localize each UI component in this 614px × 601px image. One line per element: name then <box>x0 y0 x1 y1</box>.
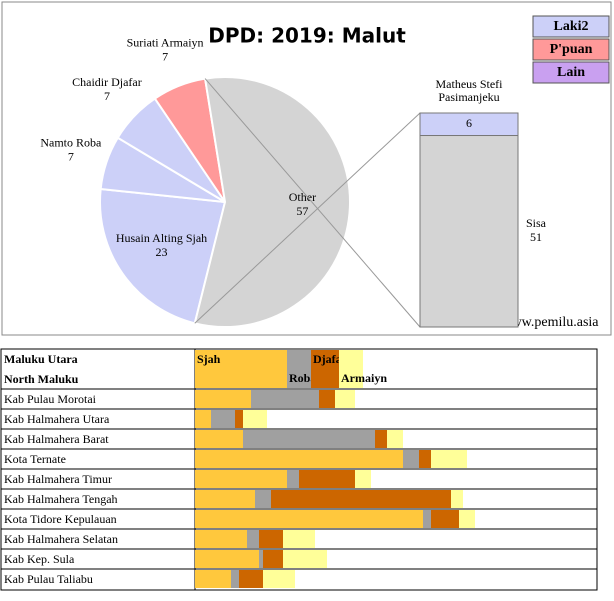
bar-segment <box>375 430 387 448</box>
bar-segment <box>243 430 375 448</box>
row-label: Kab Halmahera Tengah <box>4 492 118 506</box>
slice-label: Suriati Armaiyn <box>127 36 204 50</box>
bar-segment <box>403 450 419 468</box>
bar-segment <box>195 350 287 388</box>
bar-segment <box>259 550 263 568</box>
slice-value: 7 <box>104 89 110 103</box>
row-label: North Maluku <box>4 372 79 386</box>
row-label: Kota Tidore Kepulauan <box>4 512 117 526</box>
slice-value: 7 <box>68 149 74 163</box>
bar-segment <box>195 530 247 548</box>
bar-segment <box>251 390 319 408</box>
slice-value: 57 <box>296 204 308 218</box>
label-line: Pasimanjeku <box>438 90 499 104</box>
bar-segment <box>431 450 467 468</box>
bar-segment <box>235 410 243 428</box>
breakout-label: Matheus Stefi Pasimanjeku <box>436 77 504 104</box>
row-label: Kab Pulau Morotai <box>4 392 97 406</box>
slice-label: Other <box>289 190 316 204</box>
bar-segment <box>283 550 327 568</box>
row-label: Kab Halmahera Selatan <box>4 532 118 546</box>
breakout-value: 51 <box>530 230 542 244</box>
row-label: Maluku Utara <box>4 352 78 366</box>
bar-segment <box>231 570 239 588</box>
bar-segment <box>271 490 451 508</box>
row-label: Kab Pulau Taliabu <box>4 572 93 586</box>
slice-label: Namto Roba <box>40 135 102 149</box>
bar-segment <box>255 490 271 508</box>
legend-swatch <box>532 61 610 84</box>
bar-segment <box>431 510 459 528</box>
series-label: Djafar <box>313 352 348 366</box>
bar-segment <box>287 350 311 388</box>
bar-segment <box>195 490 255 508</box>
bar-segment <box>451 490 463 508</box>
bar-segment <box>211 410 235 428</box>
bar-segment <box>239 570 263 588</box>
bar-segment <box>195 470 287 488</box>
bar-segment <box>311 350 339 388</box>
bar-segment <box>319 390 335 408</box>
legend-swatch <box>532 38 610 61</box>
legend-swatch <box>532 15 610 38</box>
bar-segment <box>263 550 283 568</box>
bar-segment <box>195 430 243 448</box>
series-label: Sjah <box>197 352 221 366</box>
bar-segment <box>335 390 355 408</box>
legend-label: P'puan <box>550 42 593 57</box>
bar-segment <box>195 450 403 468</box>
pie-slice <box>99 187 227 325</box>
bar-segment <box>247 530 259 548</box>
legend-label: Laki2 <box>553 19 588 34</box>
bar-segment <box>423 510 431 528</box>
connector <box>194 112 421 324</box>
breakout-value: 6 <box>466 116 472 130</box>
legend-label: Lain <box>557 65 585 80</box>
slice-label: Husain Alting Sjah <box>116 231 207 245</box>
connector <box>204 78 421 328</box>
slice-value: 23 <box>156 245 168 259</box>
bar-segment <box>263 570 295 588</box>
slice-value: 7 <box>162 50 168 64</box>
series-label: Armaiyn <box>341 371 387 385</box>
bar-segment <box>283 530 315 548</box>
bar-segment <box>195 570 231 588</box>
row-label: Kab Halmahera Timur <box>4 472 112 486</box>
row-label: Kab Kep. Sula <box>4 552 75 566</box>
bar-segment <box>387 430 403 448</box>
series-label: Roba <box>289 371 316 385</box>
label-line: Matheus Stefi <box>436 77 504 91</box>
bar-segment <box>287 470 299 488</box>
bar-segment <box>195 410 211 428</box>
bar-segment <box>459 510 475 528</box>
bar-segment <box>195 390 251 408</box>
bar-segment <box>259 530 283 548</box>
bar-segment <box>299 470 355 488</box>
row-label: Kab Halmahera Barat <box>4 432 109 446</box>
bar-segment <box>195 550 259 568</box>
chart-title: DPD: 2019: Malut <box>208 24 406 48</box>
pie-slice <box>193 76 351 328</box>
bar-segment <box>419 450 431 468</box>
breakout-bar <box>419 135 519 328</box>
bar-segment <box>355 470 371 488</box>
breakout-label: Sisa <box>526 216 547 230</box>
bar-segment <box>243 410 267 428</box>
source: www.pemilu.asia <box>501 315 599 330</box>
row-label: Kota Ternate <box>4 452 66 466</box>
row-label: Kab Halmahera Utara <box>4 412 110 426</box>
bar-segment <box>339 350 363 388</box>
slice-label: Chaidir Djafar <box>72 75 142 89</box>
bar-segment <box>195 510 423 528</box>
